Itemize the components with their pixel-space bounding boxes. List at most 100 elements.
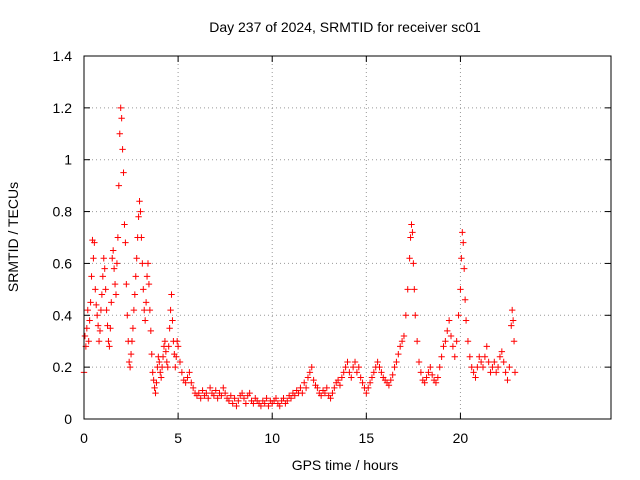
x-tick-label: 0 (80, 430, 88, 446)
data-point (91, 239, 98, 246)
data-point (496, 353, 504, 360)
data-point (131, 291, 139, 298)
data-point (157, 374, 165, 381)
data-point (140, 286, 147, 293)
data-point (102, 286, 109, 293)
data-point (398, 338, 406, 345)
data-point (116, 130, 123, 137)
data-point (158, 363, 166, 371)
data-point (145, 280, 153, 288)
data-point (417, 369, 425, 376)
data-point (310, 376, 317, 384)
y-tick-label: 0.8 (53, 204, 73, 220)
x-tick-label: 10 (264, 430, 280, 446)
data-point (143, 273, 151, 280)
data-point (387, 376, 394, 384)
data-point (460, 265, 468, 272)
data-point (205, 395, 212, 402)
data-point (246, 389, 253, 397)
data-point (464, 338, 472, 345)
data-point (432, 379, 440, 386)
data-point (409, 229, 416, 236)
data-point (141, 306, 148, 314)
data-point (166, 325, 173, 332)
data-point (114, 234, 122, 241)
data-point (122, 239, 129, 246)
data-point (242, 400, 250, 407)
data-point (451, 353, 458, 360)
data-point (365, 384, 372, 392)
data-point (125, 358, 133, 366)
data-point (323, 384, 330, 392)
data-point (491, 358, 498, 366)
data-point (176, 358, 184, 366)
data-point (94, 322, 102, 329)
data-point (178, 369, 186, 376)
y-tick-label: 1.2 (53, 100, 73, 116)
data-point (504, 376, 511, 384)
data-point (137, 208, 144, 215)
data-point (474, 363, 481, 371)
data-point (276, 402, 283, 410)
data-point (502, 369, 509, 376)
data-point (111, 280, 119, 288)
data-point (357, 374, 364, 381)
data-point (447, 332, 455, 340)
data-point (306, 369, 314, 376)
data-point (348, 374, 355, 381)
data-point (280, 395, 287, 402)
data-point (231, 395, 238, 402)
data-point (81, 332, 89, 340)
data-point (188, 379, 195, 386)
data-point (459, 229, 466, 236)
x-tick-label: 5 (174, 430, 182, 446)
data-point (291, 392, 298, 399)
x-axis-label: GPS time / hours (292, 457, 399, 473)
data-point (368, 374, 376, 381)
data-point (136, 198, 143, 205)
data-point (338, 374, 346, 381)
y-tick-label: 0.2 (53, 359, 73, 375)
y-tick-label: 1 (64, 152, 72, 168)
data-point (168, 291, 175, 298)
data-point (109, 255, 116, 262)
data-point (479, 363, 487, 371)
data-point (511, 369, 519, 376)
data-point (161, 338, 169, 345)
y-tick-label: 1.4 (53, 48, 73, 64)
data-point (106, 343, 113, 350)
data-point (96, 327, 104, 335)
data-point (500, 358, 507, 366)
data-point (458, 255, 465, 262)
data-point (331, 384, 338, 392)
data-point (336, 382, 344, 389)
data-point (509, 317, 517, 324)
data-point (148, 350, 155, 358)
data-point (133, 255, 140, 262)
data-point (210, 392, 218, 399)
data-point (340, 369, 347, 376)
data-point (329, 389, 336, 397)
data-point (287, 395, 295, 402)
data-point (240, 395, 248, 402)
data-point (470, 369, 477, 376)
data-point (301, 379, 308, 386)
data-point (186, 369, 193, 376)
data-point (124, 312, 131, 319)
data-point (129, 325, 137, 332)
data-point (378, 369, 385, 376)
y-axis-tick-labels: 0 0.2 0.4 0.6 0.8 1 1.2 1.4 (53, 48, 73, 427)
data-point (317, 392, 325, 399)
data-point (130, 306, 138, 314)
data-point (351, 358, 359, 366)
data-point (415, 358, 423, 366)
data-point (142, 299, 150, 306)
data-point (461, 296, 469, 303)
data-point (442, 338, 449, 345)
data-point (261, 400, 268, 407)
data-point (97, 306, 105, 314)
data-point (152, 389, 159, 397)
chart-title: Day 237 of 2024, SRMTID for receiver sc0… (209, 19, 481, 35)
data-point (393, 358, 400, 366)
